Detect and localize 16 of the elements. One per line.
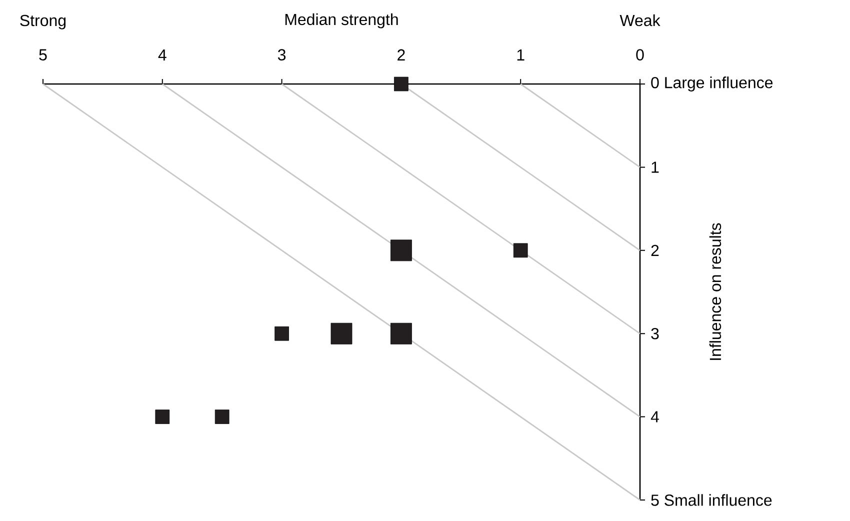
y-axis-title: Influence on results [709, 223, 722, 360]
x-tick-label: 2 [398, 49, 405, 60]
y-tick-label: 3 [651, 328, 659, 340]
x-tick-label: 5 [39, 49, 47, 60]
y-tick-label: 5 Small influence [651, 494, 772, 506]
x-axis-title: Median strength [285, 13, 398, 28]
y-tick-label: 4 [650, 411, 659, 422]
y-tick-label: 1 [652, 162, 659, 173]
y-tick-label: 0 Large influence [651, 76, 773, 92]
x-tick-label: 1 [517, 49, 524, 60]
x-tick-label: 0 [636, 49, 644, 60]
text: Strong [20, 14, 66, 30]
x-tick-label: 4 [158, 49, 166, 60]
y-tick-label: 2 [651, 244, 659, 256]
x-tick-label: 3 [278, 49, 286, 60]
text: Weak [620, 14, 660, 26]
